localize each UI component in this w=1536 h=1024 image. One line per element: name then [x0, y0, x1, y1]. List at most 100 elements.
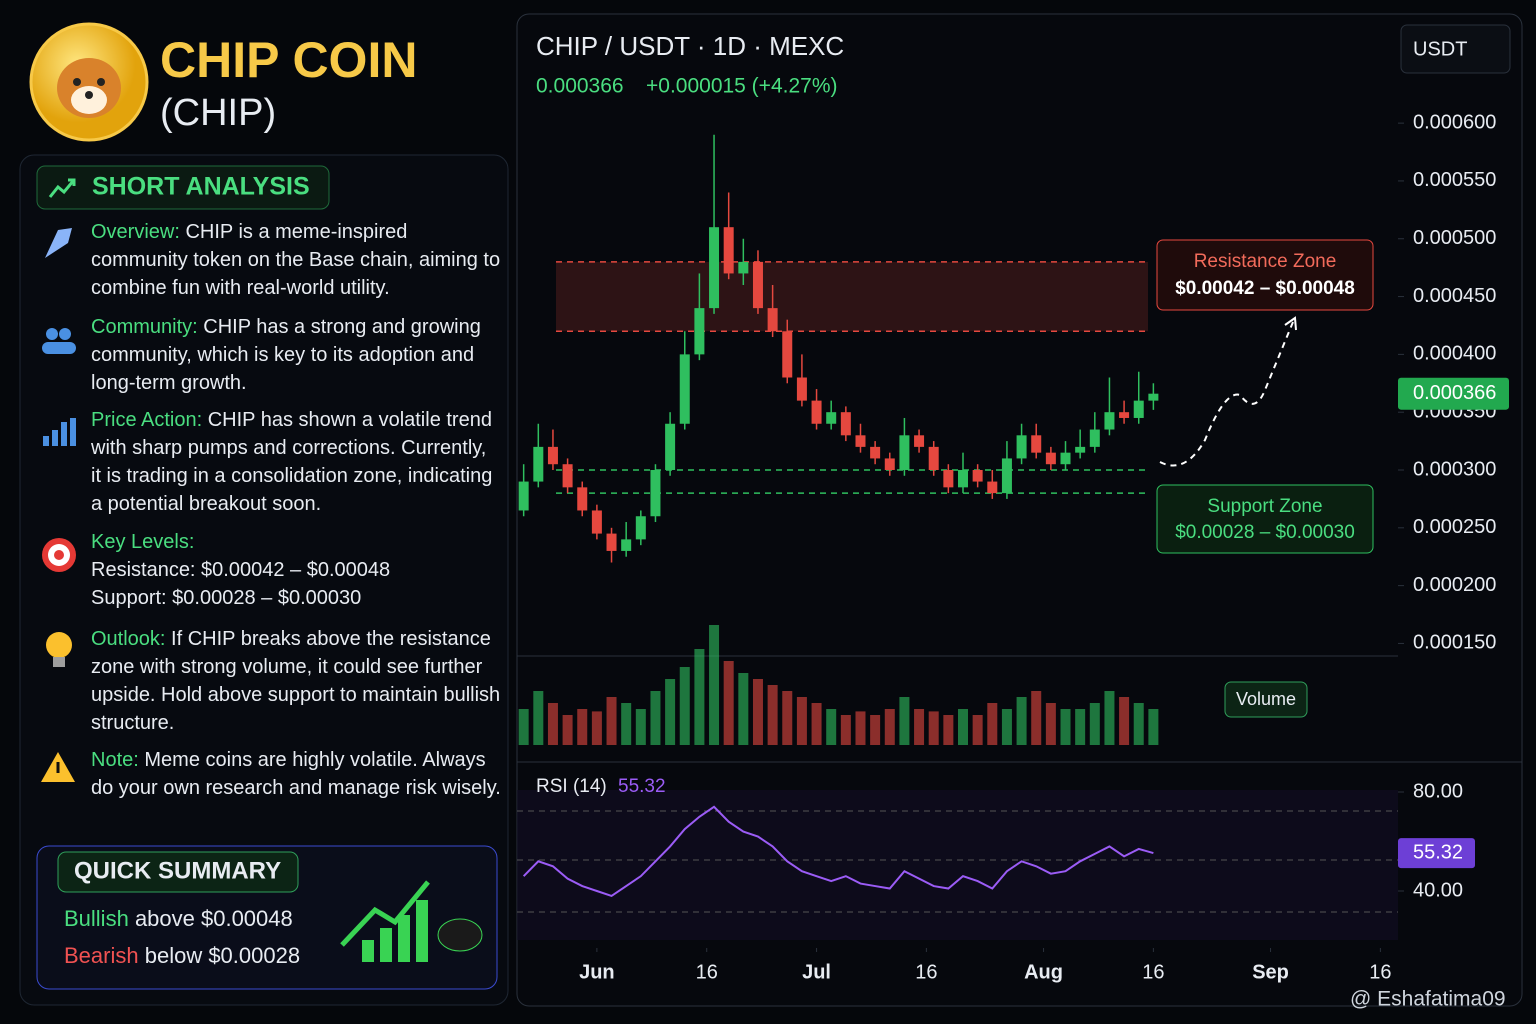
volume-bar [914, 709, 925, 745]
coin-title: CHIP COIN [160, 32, 417, 88]
candle-body [518, 481, 529, 511]
resistance-range: $0.00042 – $0.00048 [1175, 278, 1355, 299]
volume-bar [621, 703, 632, 745]
item-label: Price Action: [91, 409, 203, 431]
candle-body [577, 487, 588, 511]
volume-bar [811, 703, 822, 745]
candle-body [1075, 446, 1086, 453]
x-tick-label: 16 [1369, 961, 1391, 983]
y-tick-label: 0.000500 [1413, 227, 1496, 249]
candle-body [811, 400, 822, 424]
volume-bar [709, 625, 720, 745]
price-tag [1398, 377, 1509, 410]
x-tick-label: Sep [1252, 961, 1289, 983]
y-tick-label: 0.000550 [1413, 169, 1496, 191]
volume-bar [1089, 703, 1100, 745]
candle-body [694, 308, 705, 355]
coin-ticker: (CHIP) [160, 92, 276, 134]
bull-line: Bullish above $0.00048 [64, 906, 293, 932]
projection-arrow-head [1284, 316, 1297, 331]
people-icon [46, 328, 58, 340]
volume-bar [826, 709, 837, 745]
target-icon [54, 550, 64, 560]
currency-button[interactable] [1400, 24, 1511, 74]
rsi-tick-label: 40.00 [1413, 879, 1463, 901]
volume-bar [899, 697, 910, 745]
resistance-box [1156, 239, 1374, 311]
candle-body [782, 331, 793, 378]
volume-bar [972, 715, 983, 745]
change-text: +0.000015 (+4.27%) [646, 75, 837, 98]
candle-body [1119, 412, 1130, 418]
candle-body [752, 261, 763, 309]
dog-eye [73, 78, 81, 86]
bulb-icon [46, 632, 72, 658]
analysis-heading-box [36, 165, 330, 210]
people-icon [59, 328, 71, 340]
y-tick-label: 0.000600 [1413, 111, 1496, 133]
y-tick-label: 0.000300 [1413, 458, 1496, 480]
rsi-value: 55.32 [618, 776, 666, 797]
y-tick-label: 0.000450 [1413, 285, 1496, 307]
volume-bar [1016, 697, 1027, 745]
candle-body [826, 412, 837, 424]
candle-body [767, 308, 778, 332]
volume-bar [1075, 709, 1086, 745]
candle-body [855, 435, 866, 447]
candle-body [870, 446, 881, 459]
item-text: Meme coins are highly volatile. Always d… [91, 749, 501, 799]
candle-body [958, 470, 968, 488]
volume-bar [679, 667, 690, 745]
x-tick-label: Jun [579, 961, 615, 983]
summary-bar-icon [380, 928, 392, 962]
volume-bar [518, 709, 529, 745]
candle-body [972, 470, 983, 482]
rsi-line [522, 805, 1154, 898]
analysis-heading: SHORT ANALYSIS [92, 173, 310, 201]
warning-icon [56, 762, 60, 773]
volume-bar [635, 709, 646, 745]
candle-body [709, 227, 720, 309]
support-title: Support Zone [1207, 496, 1322, 517]
volume-tag [1224, 681, 1308, 718]
volume-bar [943, 715, 954, 745]
resistance-title: Resistance Zone [1194, 251, 1337, 272]
candle-body [679, 354, 690, 424]
bulb-icon [53, 657, 65, 667]
volume-bar [1104, 691, 1115, 745]
volume-bar [533, 691, 544, 745]
volume-bar [547, 703, 558, 745]
projection-arrow [1159, 321, 1294, 467]
item-text: Support: $0.00028 – $0.00030 [91, 587, 362, 609]
volume-bar [562, 715, 573, 745]
currency-label[interactable]: USDT [1413, 38, 1467, 60]
candle-body [606, 533, 617, 551]
resistance-zone [556, 261, 1148, 332]
y-tick-label: 0.000250 [1413, 516, 1496, 538]
volume-bar [606, 697, 617, 745]
rsi-background [517, 790, 1398, 940]
volume-bar [723, 661, 734, 745]
dog-nose [85, 91, 93, 99]
volume-bar [1031, 691, 1042, 745]
volume-bar [752, 679, 763, 745]
analysis-item: Price Action: CHIP has shown a volatile … [91, 406, 501, 518]
candle-body [591, 510, 602, 534]
volume-bar [796, 697, 807, 745]
x-tick-label: 16 [915, 961, 937, 983]
bull-icon [437, 918, 483, 952]
support-range: $0.00028 – $0.00030 [1175, 522, 1355, 543]
bear-line: Bearish below $0.00028 [64, 943, 300, 969]
volume-bar [577, 709, 588, 745]
volume-bar [1045, 703, 1056, 745]
dog-eye [97, 78, 105, 86]
candle-body [738, 261, 749, 274]
volume-bar [767, 685, 778, 745]
watermark: @ Eshafatima09 [1350, 988, 1506, 1011]
plot: 0.0001500.0002000.0002500.0003000.000350… [518, 111, 1509, 983]
volume-bar [884, 709, 895, 745]
candle-body [796, 377, 807, 401]
candle-body [987, 481, 998, 494]
item-text: CHIP is a meme-inspired community token … [91, 221, 501, 299]
